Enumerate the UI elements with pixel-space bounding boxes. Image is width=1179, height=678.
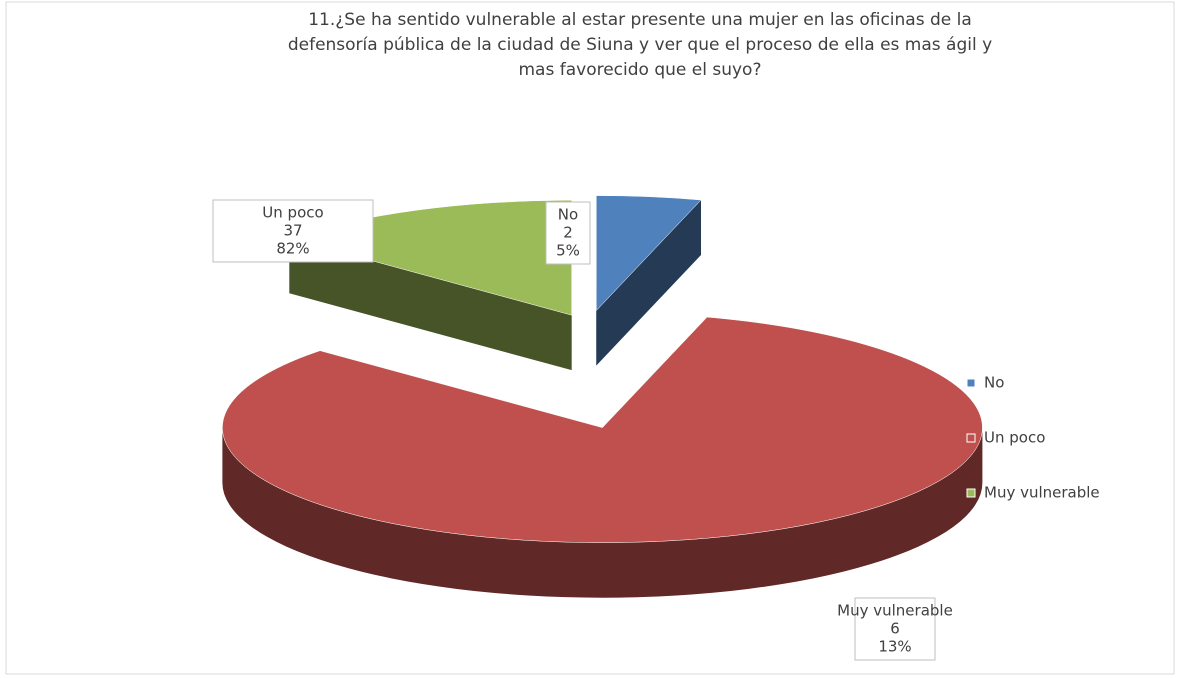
- slice: [222, 316, 983, 598]
- chart-title: defensoría pública de la ciudad de Siuna…: [288, 35, 992, 55]
- data-label-percent: 5%: [556, 242, 580, 260]
- legend-label: Muy vulnerable: [984, 484, 1100, 502]
- legend-swatch: [966, 378, 976, 388]
- data-label-value: 2: [563, 224, 573, 242]
- chart-title: mas favorecido que el suyo?: [519, 60, 762, 80]
- data-label-percent: 82%: [276, 240, 309, 258]
- slice-top: [222, 316, 983, 543]
- legend-label: No: [984, 374, 1004, 392]
- legend-swatch: [966, 488, 976, 498]
- legend-label: Un poco: [984, 429, 1045, 447]
- data-label-box: [212, 199, 374, 263]
- data-label-percent: 13%: [878, 638, 911, 656]
- data-label-box: [854, 597, 936, 661]
- slice-wall: [596, 200, 701, 366]
- data-label-name: No: [558, 206, 578, 224]
- legend-swatch: [966, 433, 976, 443]
- data-label-value: 37: [283, 222, 302, 240]
- slice-top: [596, 195, 702, 312]
- data-label-box: [545, 201, 591, 265]
- data-label-name: Muy vulnerable: [837, 602, 953, 620]
- slice-wall: [289, 238, 572, 371]
- slice: [596, 195, 702, 366]
- slice-side: [222, 427, 983, 598]
- data-label-value: 6: [890, 620, 900, 638]
- chart-title: 11.¿Se ha sentido vulnerable al estar pr…: [308, 10, 972, 30]
- data-label-name: Un poco: [262, 204, 323, 222]
